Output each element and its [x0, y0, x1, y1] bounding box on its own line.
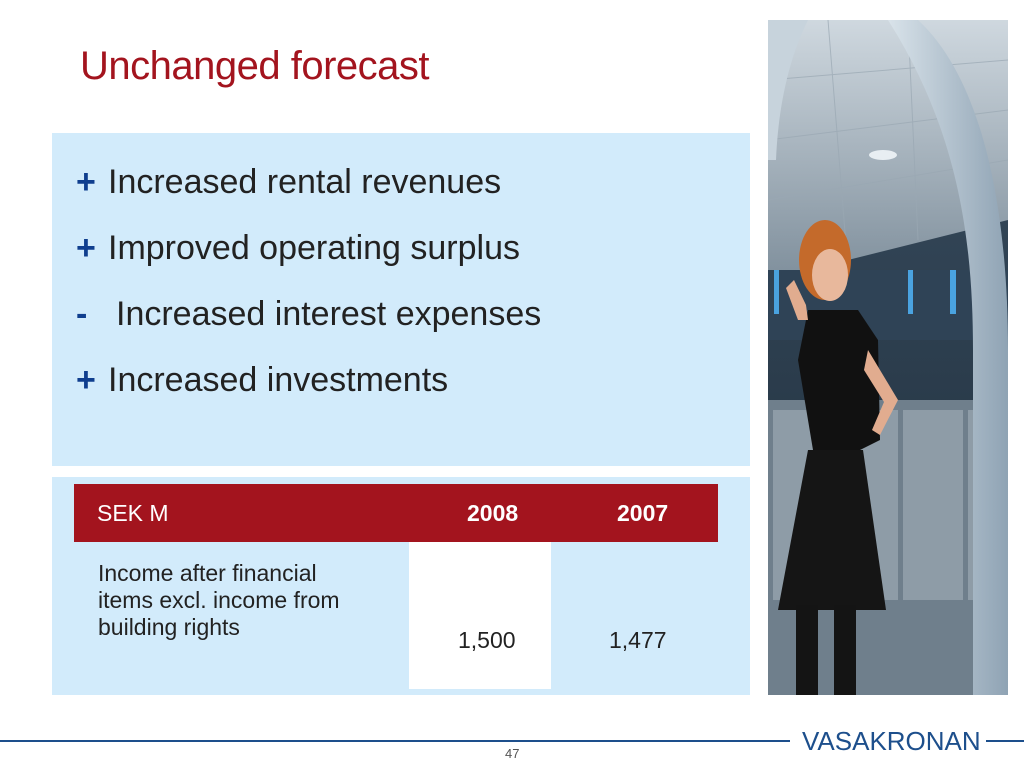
header-2008: 2008 [467, 500, 519, 526]
bullet-panel: + Increased rental revenues + Improved ope… [52, 133, 750, 466]
header-2007: 2007 [617, 500, 669, 526]
plus-marker: + [76, 163, 96, 201]
page-number: 47 [505, 746, 520, 761]
bullet-text: Increased interest expenses [116, 295, 542, 333]
value-2007: 1,477 [609, 627, 667, 653]
row-label: Income after financial items excl. incom… [98, 560, 340, 640]
bullet-item: + Increased investments [76, 361, 448, 400]
table-header-row: SEK M 2008 2007 [74, 484, 718, 542]
bullet-item: + Improved operating surplus [76, 229, 520, 268]
bullet-text: Increased rental revenues [108, 163, 502, 201]
bullet-item: - Increased interest expenses [76, 295, 541, 334]
slide-title: Unchanged forecast [80, 44, 430, 88]
office-photo [768, 20, 1008, 695]
plus-marker: + [76, 229, 96, 267]
bullet-text: Increased investments [108, 361, 449, 399]
header-unit: SEK M [97, 500, 169, 526]
bullet-item: + Increased rental revenues [76, 163, 501, 202]
vasakronan-logo: VASAKRONAN [802, 726, 981, 756]
highlight-column-2008 [409, 542, 551, 689]
office-photo-illustration [768, 20, 1008, 695]
footer-rule-left [0, 740, 790, 742]
footer-rule-right [986, 740, 1024, 742]
minus-marker: - [76, 295, 88, 333]
forecast-table: SEK M 2008 2007 Income after financial i… [52, 477, 750, 695]
bullet-text: Improved operating surplus [108, 229, 521, 267]
value-2008: 1,500 [458, 627, 516, 653]
plus-marker: + [76, 361, 96, 399]
